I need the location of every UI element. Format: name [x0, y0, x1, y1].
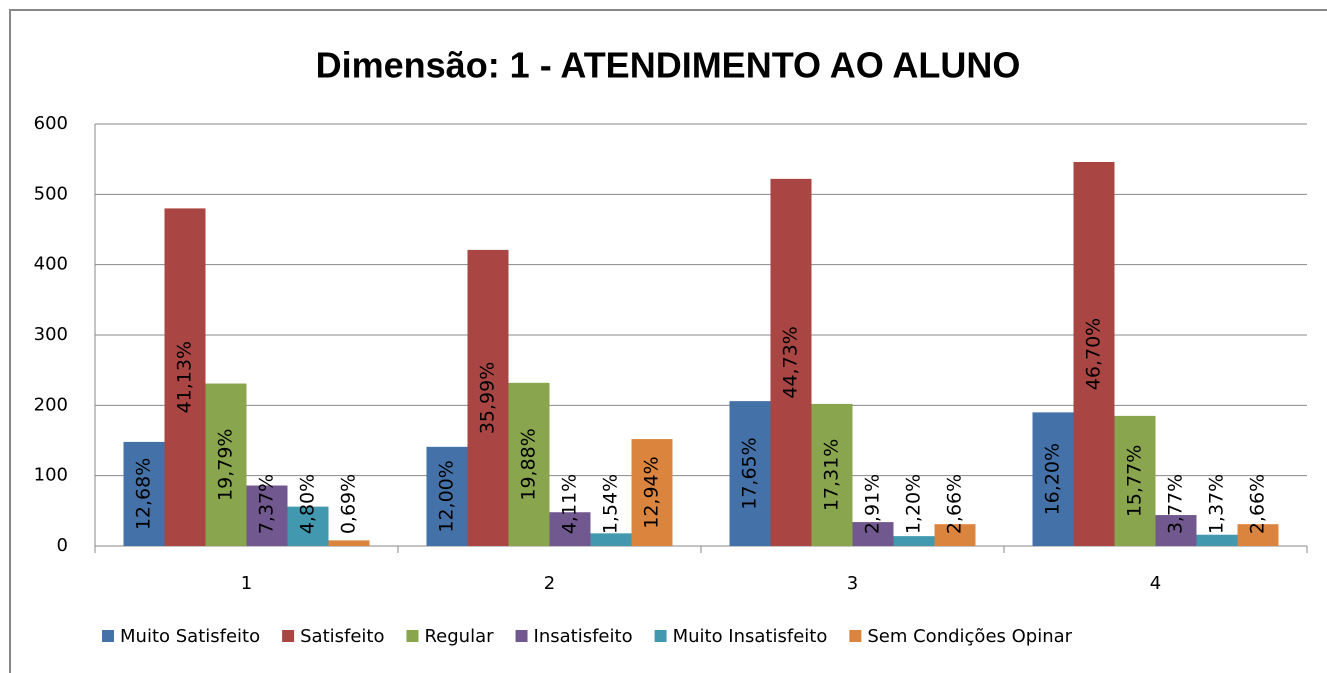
x-tick-label: 3: [847, 573, 858, 594]
legend-swatch: [102, 630, 114, 642]
percent-label: 2,66%: [944, 474, 966, 534]
y-tick-label: 500: [34, 183, 68, 204]
percent-label: 17,31%: [821, 439, 843, 511]
y-tick-label: 300: [34, 324, 68, 345]
bar: [426, 446, 468, 546]
bar: [631, 439, 673, 546]
percent-label: 16,20%: [1042, 443, 1064, 515]
bar: [246, 485, 288, 546]
percent-label: 1,54%: [600, 474, 622, 534]
bar: [811, 403, 853, 546]
bar: [893, 536, 935, 546]
bar: [934, 524, 976, 546]
percent-label: 12,00%: [436, 460, 458, 532]
percent-label: 17,65%: [739, 437, 761, 509]
y-tick-label: 100: [34, 465, 68, 486]
bar: [590, 533, 632, 546]
bar: [467, 249, 509, 546]
bar: [1196, 534, 1238, 546]
legend-swatch: [282, 630, 295, 642]
bar: [852, 522, 894, 546]
x-tick-label: 1: [241, 573, 252, 594]
legend-label: Insatisfeito: [534, 626, 633, 647]
percent-label: 1,20%: [903, 474, 925, 534]
legend-label: Satisfeito: [300, 626, 384, 647]
y-tick-label: 0: [57, 535, 68, 556]
bar: [287, 506, 329, 546]
percent-label: 0,69%: [338, 474, 360, 534]
y-tick-label: 400: [34, 254, 68, 275]
percent-label: 19,88%: [518, 428, 540, 500]
percent-label: 12,68%: [133, 458, 155, 530]
percent-label: 3,77%: [1165, 474, 1187, 534]
bar: [1073, 161, 1115, 547]
legend-label: Muito Satisfeito: [120, 626, 260, 647]
percent-label: 44,73%: [780, 326, 802, 398]
percent-label: 35,99%: [477, 362, 499, 434]
percent-label: 2,66%: [1247, 474, 1269, 534]
percent-label: 46,70%: [1083, 318, 1105, 390]
bar: [770, 178, 812, 547]
legend-swatch: [849, 630, 862, 642]
bar: [328, 540, 370, 546]
bar: [1237, 524, 1279, 546]
bar: [123, 441, 165, 546]
bar: [729, 401, 771, 546]
percent-label: 4,80%: [297, 474, 319, 534]
bar: [508, 382, 550, 546]
bar: [1155, 515, 1197, 546]
bar: [1032, 412, 1074, 546]
bar: [205, 383, 247, 546]
legend-label: Muito Insatisfeito: [673, 626, 828, 647]
percent-label: 7,37%: [256, 474, 278, 534]
percent-label: 2,91%: [862, 474, 884, 534]
percent-label: 41,13%: [174, 341, 196, 413]
bar: [164, 208, 206, 546]
percent-label: 15,77%: [1124, 445, 1146, 517]
legend-label: Regular: [424, 626, 494, 647]
percent-label: 4,11%: [559, 474, 581, 534]
x-tick-label: 4: [1150, 573, 1161, 594]
chart-border: [9, 9, 1327, 673]
bar: [1114, 415, 1156, 546]
percent-label: 12,94%: [641, 456, 663, 528]
chart-title: Dimensão: 1 - ATENDIMENTO AO ALUNO: [316, 45, 1021, 86]
percent-label: 1,37%: [1206, 474, 1228, 534]
percent-label: 19,79%: [215, 429, 237, 501]
legend-label: Sem Condições Opinar: [867, 626, 1072, 647]
bar: [549, 512, 591, 546]
legend-swatch: [654, 630, 667, 642]
y-tick-label: 200: [34, 394, 68, 415]
x-tick-label: 2: [544, 573, 555, 594]
y-tick-label: 600: [34, 113, 68, 134]
legend-swatch: [406, 630, 419, 642]
legend-swatch: [515, 630, 528, 642]
